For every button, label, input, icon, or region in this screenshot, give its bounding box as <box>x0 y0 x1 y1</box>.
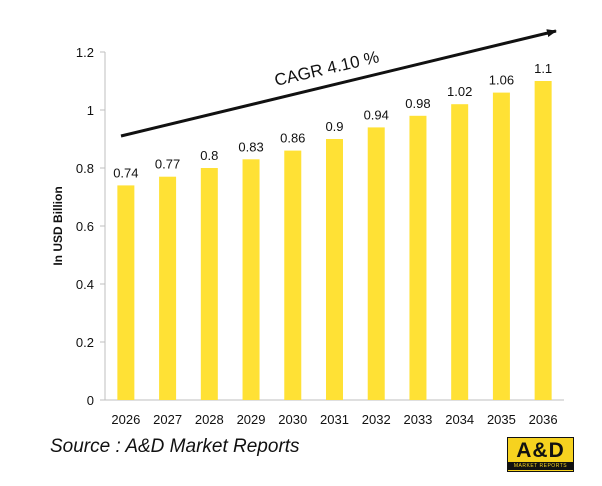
cagr-annotation: CAGR 4.10 % <box>273 47 381 90</box>
data-label-2030: 0.86 <box>280 131 305 146</box>
bars-group <box>117 81 552 401</box>
y-tick-label: 1.2 <box>76 45 94 60</box>
bar-2036 <box>534 81 552 400</box>
bar-2034 <box>451 104 469 400</box>
cagr-arrow <box>120 29 557 138</box>
x-tick-label: 2028 <box>195 412 224 427</box>
data-label-2035: 1.06 <box>489 73 514 88</box>
data-label-2032: 0.94 <box>364 107 389 122</box>
bar-2027 <box>159 176 177 400</box>
x-axis-ticks: 2026 2027 2028 2029 2030 2031 2032 2033 2034 2035… <box>111 412 557 427</box>
x-tick-label: 2029 <box>237 412 266 427</box>
source-caption: Source : A&D Market Reports <box>50 436 300 457</box>
logo-text: A&D <box>516 439 565 462</box>
y-tick-label: 0.2 <box>76 335 94 350</box>
logo-subtext: MARKET REPORTS <box>508 462 573 470</box>
data-label-2031: 0.9 <box>325 119 343 134</box>
bar-2031 <box>326 139 343 400</box>
y-tick-label: 0 <box>87 393 94 408</box>
x-tick-label: 2035 <box>487 412 516 427</box>
data-label-2036: 1.1 <box>534 61 552 76</box>
bar-2030 <box>284 150 302 400</box>
bar-2029 <box>242 159 260 400</box>
data-label-2026: 0.74 <box>113 165 138 180</box>
brand-logo: A&D MARKET REPORTS <box>507 437 574 472</box>
data-label-2034: 1.02 <box>447 84 472 99</box>
x-tick-label: 2027 <box>153 412 182 427</box>
data-labels-group: 0.74 0.77 0.8 0.83 0.86 0.9 0.94 0.98 1.02 1.06 1.… <box>113 61 552 180</box>
x-tick-label: 2033 <box>403 412 432 427</box>
x-tick-label: 2026 <box>111 412 140 427</box>
x-tick-label: 2031 <box>320 412 349 427</box>
bar-2033 <box>409 115 427 401</box>
x-tick-label: 2034 <box>445 412 474 427</box>
bar-2026 <box>117 185 135 400</box>
y-axis-label: In USD Billion <box>51 186 65 265</box>
bar-2032 <box>367 127 385 401</box>
x-tick-label: 2036 <box>529 412 558 427</box>
y-axis-ticks: 0 0.2 0.4 0.6 0.8 1 1.2 <box>76 45 105 408</box>
bar-2028 <box>200 168 218 400</box>
bar-2035 <box>492 92 510 400</box>
data-label-2028: 0.8 <box>200 148 218 163</box>
y-tick-label: 0.4 <box>76 277 94 292</box>
data-label-2027: 0.77 <box>155 157 180 172</box>
x-tick-label: 2030 <box>278 412 307 427</box>
y-tick-label: 0.8 <box>76 161 94 176</box>
y-tick-label: 0.6 <box>76 219 94 234</box>
y-tick-label: 1 <box>87 103 94 118</box>
data-label-2029: 0.83 <box>238 139 263 154</box>
data-label-2033: 0.98 <box>405 96 430 111</box>
x-tick-label: 2032 <box>362 412 391 427</box>
